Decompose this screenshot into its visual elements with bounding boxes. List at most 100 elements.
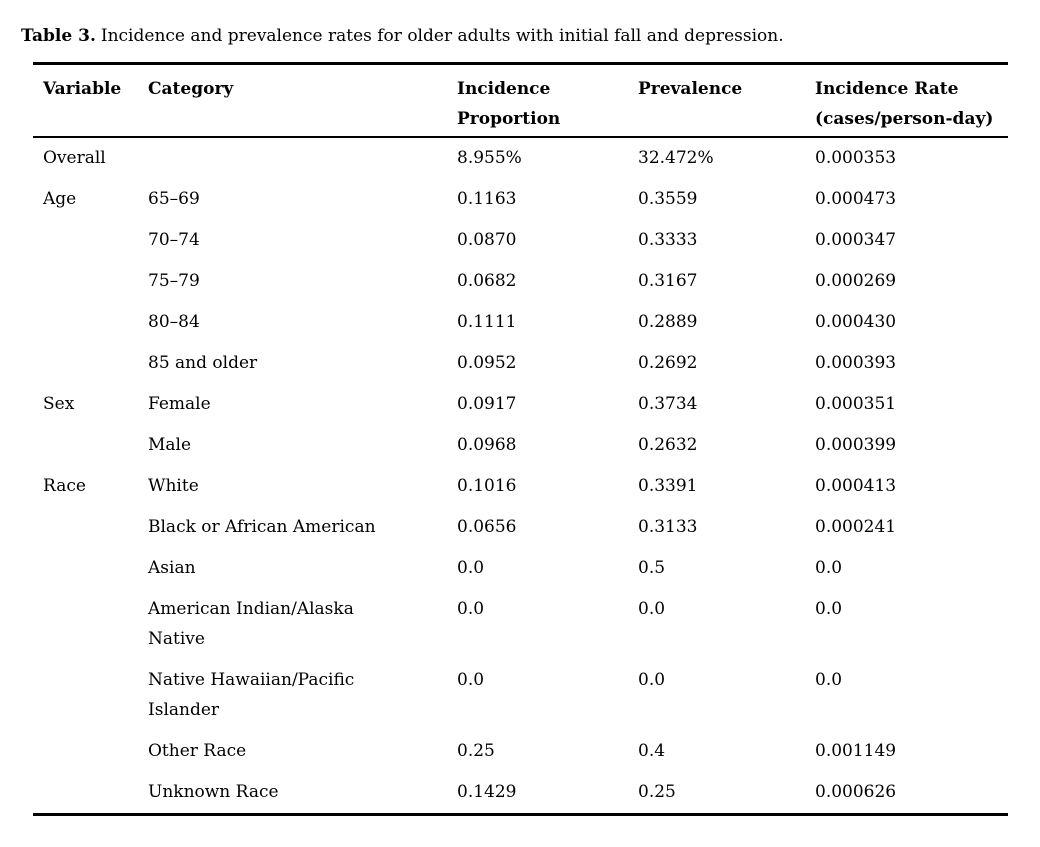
table-row: 80–84 0.1111 0.2889 0.000430	[33, 302, 1008, 343]
cell-variable	[33, 425, 148, 466]
page: Table 3. Incidence and prevalence rates f…	[21, 26, 1008, 816]
cell-incidence-rate: 0.000399	[815, 435, 897, 455]
table-row: 75–79 0.0682 0.3167 0.000269	[33, 261, 1008, 302]
cell-incidence-proportion: 0.25	[457, 741, 495, 761]
cell-category: 85 and older	[148, 353, 258, 373]
cell-variable	[33, 660, 148, 731]
table-row: Native Hawaiian/Pacific Islander 0.0 0.0 0.…	[33, 660, 1008, 731]
cell-prevalence: 32.472%	[638, 148, 714, 168]
cell-variable	[33, 772, 148, 815]
cell-incidence-proportion: 0.1429	[457, 782, 517, 802]
cell-category: 80–84	[148, 312, 200, 332]
incidence-prevalence-table: Variable Category Incidence Proportion P…	[33, 62, 1008, 816]
cell-incidence-rate: 0.000347	[815, 230, 897, 250]
cell-incidence-proportion: 0.0682	[457, 271, 517, 291]
cell-incidence-rate: 0.000430	[815, 312, 897, 332]
cell-incidence-rate: 0.000626	[815, 782, 897, 802]
cell-incidence-proportion: 0.0	[457, 670, 485, 690]
cell-incidence-proportion: 0.0968	[457, 435, 517, 455]
cell-prevalence: 0.0	[638, 670, 666, 690]
table-row: Black or African American 0.0656 0.3133 0.0…	[33, 507, 1008, 548]
cell-prevalence: 0.5	[638, 558, 666, 578]
cell-incidence-rate: 0.000473	[815, 189, 897, 209]
cell-prevalence: 0.2692	[638, 353, 698, 373]
cell-variable: Overall	[43, 148, 106, 168]
cell-variable	[33, 343, 148, 384]
cell-category: American Indian/Alaska Native	[148, 599, 354, 649]
col-header-variable: Variable	[33, 63, 148, 138]
cell-incidence-proportion: 0.0870	[457, 230, 517, 250]
cell-category: Other Race	[148, 741, 247, 761]
col-header-prevalence: Prevalence	[638, 63, 815, 138]
table-row: Unknown Race 0.1429 0.25 0.000626	[33, 772, 1008, 815]
cell-prevalence: 0.25	[638, 782, 676, 802]
cell-incidence-proportion: 0.1016	[457, 476, 517, 496]
cell-incidence-rate: 0.000393	[815, 353, 897, 373]
cell-category: Unknown Race	[148, 782, 279, 802]
cell-category: Male	[148, 435, 192, 455]
table-row: Sex Female 0.0917 0.3734 0.000351	[33, 384, 1008, 425]
table-row: Asian 0.0 0.5 0.0	[33, 548, 1008, 589]
table-row: Overall 8.955% 32.472% 0.000353	[33, 137, 1008, 179]
cell-prevalence: 0.3133	[638, 517, 698, 537]
table-body: Overall 8.955% 32.472% 0.000353 Age 65–69 0.11…	[33, 137, 1008, 815]
table-row: American Indian/Alaska Native 0.0 0.0 0.0	[33, 589, 1008, 660]
cell-variable	[33, 507, 148, 548]
table-row: Age 65–69 0.1163 0.3559 0.000473	[33, 179, 1008, 220]
cell-category: Asian	[148, 558, 196, 578]
table-header: Variable Category Incidence Proportion P…	[33, 63, 1008, 138]
cell-incidence-rate: 0.000351	[815, 394, 897, 414]
cell-category: Native Hawaiian/Pacific Islander	[148, 670, 355, 720]
col-header-incidence-rate: Incidence Rate (cases/person-day)	[815, 63, 1008, 138]
col-header-category: Category	[148, 63, 457, 138]
cell-incidence-proportion: 0.0	[457, 599, 485, 619]
table-row: Other Race 0.25 0.4 0.001149	[33, 731, 1008, 772]
cell-category: White	[148, 476, 199, 496]
cell-prevalence: 0.2889	[638, 312, 698, 332]
cell-variable	[33, 731, 148, 772]
cell-prevalence: 0.2632	[638, 435, 698, 455]
cell-incidence-rate: 0.000269	[815, 271, 897, 291]
cell-incidence-proportion: 0.0	[457, 558, 485, 578]
cell-prevalence: 0.3734	[638, 394, 698, 414]
table-row: Race White 0.1016 0.3391 0.000413	[33, 466, 1008, 507]
cell-incidence-rate: 0.0	[815, 670, 843, 690]
cell-incidence-proportion: 0.0952	[457, 353, 517, 373]
cell-category: Black or African American	[148, 517, 376, 537]
cell-variable	[33, 589, 148, 660]
cell-prevalence: 0.3333	[638, 230, 698, 250]
header-row: Variable Category Incidence Proportion P…	[33, 63, 1008, 138]
cell-incidence-rate: 0.0	[815, 558, 843, 578]
col-header-incidence-proportion: Incidence Proportion	[457, 63, 638, 138]
cell-incidence-proportion: 0.0917	[457, 394, 517, 414]
cell-category: 75–79	[148, 271, 200, 291]
cell-incidence-proportion: 0.1163	[457, 189, 517, 209]
cell-incidence-rate: 0.000353	[815, 148, 897, 168]
cell-category: 70–74	[148, 230, 200, 250]
table-row: Male 0.0968 0.2632 0.000399	[33, 425, 1008, 466]
cell-category: Female	[148, 394, 211, 414]
cell-incidence-rate: 0.001149	[815, 741, 897, 761]
cell-variable: Sex	[43, 394, 75, 414]
cell-variable	[33, 220, 148, 261]
cell-prevalence: 0.3559	[638, 189, 698, 209]
cell-incidence-rate: 0.000413	[815, 476, 897, 496]
table-caption-label: Table 3.	[21, 26, 96, 46]
cell-prevalence: 0.3391	[638, 476, 698, 496]
cell-incidence-proportion: 8.955%	[457, 148, 522, 168]
cell-incidence-rate: 0.000241	[815, 517, 897, 537]
cell-prevalence: 0.0	[638, 599, 666, 619]
cell-category	[148, 137, 457, 179]
cell-variable: Race	[43, 476, 86, 496]
cell-variable	[33, 302, 148, 343]
table-caption-text: Incidence and prevalence rates for older…	[100, 26, 784, 46]
table-row: 70–74 0.0870 0.3333 0.000347	[33, 220, 1008, 261]
cell-prevalence: 0.3167	[638, 271, 698, 291]
cell-prevalence: 0.4	[638, 741, 666, 761]
cell-category: 65–69	[148, 189, 200, 209]
cell-variable: Age	[43, 189, 77, 209]
cell-incidence-proportion: 0.0656	[457, 517, 517, 537]
cell-variable	[33, 261, 148, 302]
cell-variable	[33, 548, 148, 589]
cell-incidence-proportion: 0.1111	[457, 312, 517, 332]
